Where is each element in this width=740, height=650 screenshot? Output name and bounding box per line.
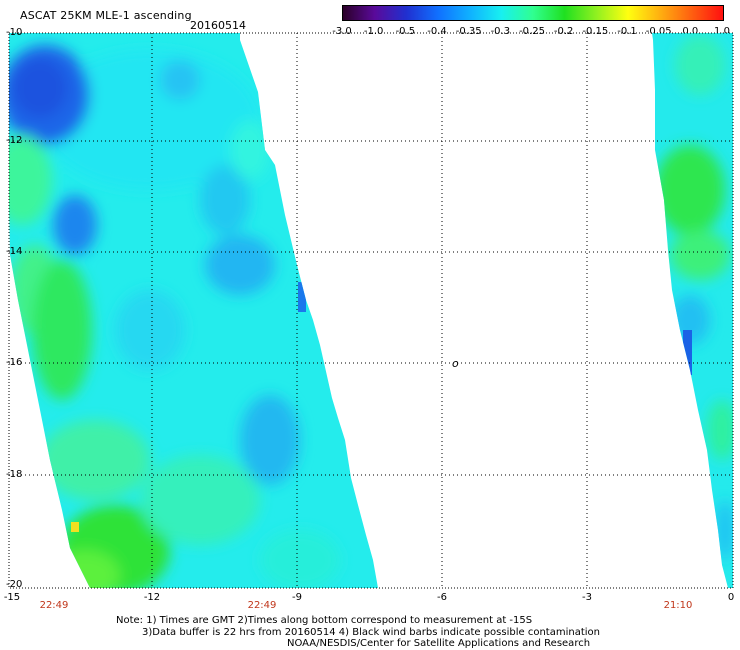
note-line-1: Note: 1) Times are GMT 2)Times along bot…: [116, 615, 533, 626]
map-frame: [8, 32, 734, 589]
lat-label: -18: [6, 469, 23, 480]
lat-label: -20: [6, 579, 23, 590]
color-scale-label: -3.0: [332, 26, 352, 37]
lon-label: -12: [143, 592, 161, 603]
color-scale-labels: -3.0 -1.0 -0.5 -0.4 -0.35 -0.3 -0.25 -0.2 -0.15-…: [330, 26, 736, 38]
note-line-3: NOAA/NESDIS/Center for Satellite Applica…: [287, 638, 591, 649]
map-date: 20160514: [190, 19, 246, 32]
swath-right: [636, 33, 733, 588]
lat-label: -12: [6, 135, 23, 146]
lat-label: -10: [6, 27, 23, 38]
lat-lon-grid: [9, 33, 733, 588]
swath-left: [9, 33, 378, 588]
storm-center-marker: o: [452, 357, 459, 370]
color-scale-bar: [342, 5, 724, 21]
lon-label: -3: [582, 592, 592, 603]
color-scale-label: 0.0: [682, 26, 699, 37]
color-scale-label: -0.5: [395, 26, 416, 37]
color-scale-label: -0.1: [617, 26, 637, 37]
color-scale-label: -1.0: [363, 26, 384, 37]
lon-label: -6: [437, 592, 447, 603]
color-scale-label: -0.3: [490, 26, 511, 37]
color-scale-label: -0.25: [519, 26, 545, 37]
color-scale-label: -0.15: [582, 26, 609, 37]
pass-time: 21:10: [663, 600, 693, 611]
color-scale-label: -0.35: [455, 26, 482, 37]
color-scale-label: -0.05: [645, 26, 672, 37]
lon-label: -9: [292, 592, 302, 603]
pass-time: 22:49: [39, 600, 69, 611]
lon-label: 0: [727, 592, 735, 603]
pass-time: 22:49: [247, 600, 277, 611]
lat-label: -16: [6, 357, 23, 368]
map-title: ASCAT 25KM MLE-1 ascending: [20, 9, 192, 22]
note-line-2: 3)Data buffer is 22 hrs from 20160514 4)…: [142, 627, 600, 638]
lon-label: -15: [3, 592, 21, 603]
color-scale-label: -0.2: [553, 26, 574, 37]
lat-label: -14: [6, 246, 23, 257]
color-scale-label: -0.4: [427, 26, 447, 37]
color-scale-label: 1.0: [714, 26, 730, 37]
